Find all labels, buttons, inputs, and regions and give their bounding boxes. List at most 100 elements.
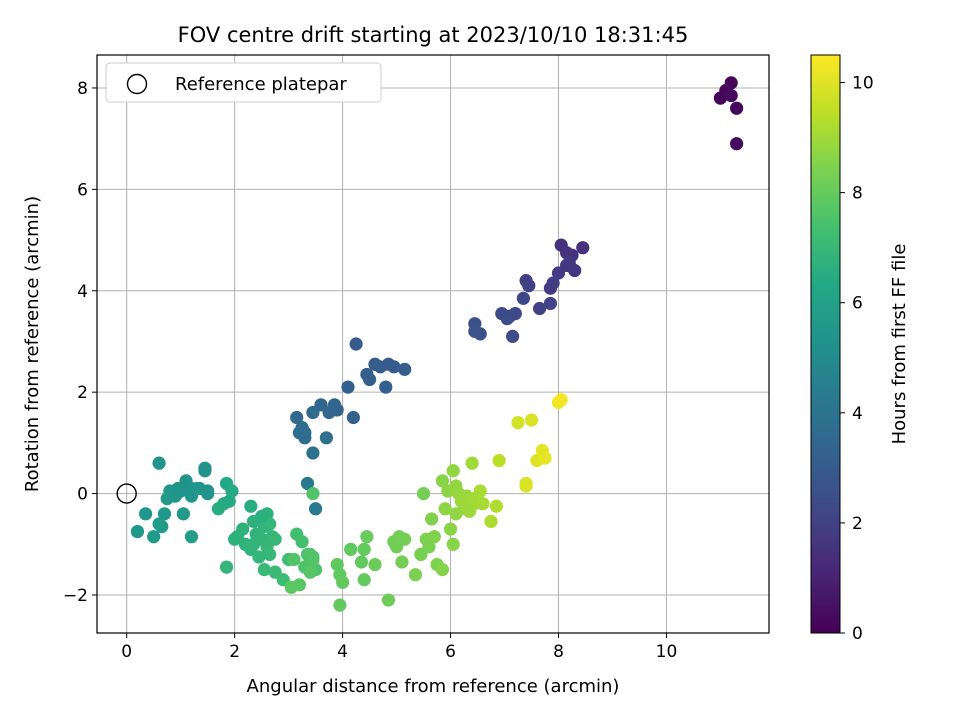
data-point <box>389 540 404 554</box>
data-point <box>236 522 250 536</box>
data-point <box>309 502 323 516</box>
colorbar-tick-label: 2 <box>852 514 863 534</box>
data-point <box>519 479 533 493</box>
colorbar-tick-label: 0 <box>852 624 863 644</box>
colorbar-tick-label: 8 <box>852 184 863 204</box>
data-point <box>130 524 145 539</box>
y-axis-label: Rotation from reference (arcmin) <box>22 196 43 492</box>
data-point <box>354 555 369 569</box>
data-point <box>730 137 744 151</box>
data-point <box>171 481 185 496</box>
chart-title: FOV centre drift starting at 2023/10/10 … <box>178 23 689 47</box>
data-point <box>184 530 199 544</box>
data-point <box>446 537 460 551</box>
data-point <box>252 550 266 564</box>
data-point <box>246 537 261 551</box>
data-point <box>201 484 215 498</box>
data-point <box>468 324 482 338</box>
data-point <box>330 557 344 572</box>
data-point <box>387 360 401 374</box>
data-point <box>443 522 458 536</box>
y-tick-label: −2 <box>63 586 88 606</box>
y-tick-label: 0 <box>77 485 88 505</box>
data-point <box>349 337 363 351</box>
reference-platepar-marker <box>116 483 137 504</box>
y-axis-ticks: −2 0 2 4 6 8 <box>63 79 97 606</box>
data-point <box>422 540 436 554</box>
data-point <box>176 507 190 521</box>
data-point <box>730 101 744 115</box>
x-tick-label: 2 <box>229 642 240 662</box>
data-point <box>724 76 738 90</box>
data-point <box>290 410 304 425</box>
y-tick-label: 8 <box>77 79 88 99</box>
data-point <box>335 575 350 589</box>
reference-marker-group <box>116 483 137 504</box>
colorbar-tick-label: 6 <box>852 294 863 314</box>
data-point <box>152 456 166 470</box>
y-tick-label: 2 <box>77 383 88 403</box>
data-point <box>446 464 460 478</box>
legend-marker-icon <box>126 73 148 95</box>
data-point <box>506 329 520 343</box>
data-point <box>484 514 498 529</box>
data-point <box>543 296 557 311</box>
y-tick-label: 4 <box>77 282 88 302</box>
data-point <box>138 507 153 521</box>
data-point <box>360 530 374 544</box>
data-point <box>222 494 236 508</box>
data-point <box>190 481 204 496</box>
data-point <box>219 560 234 574</box>
data-point <box>303 547 317 562</box>
data-point <box>381 593 396 607</box>
data-point <box>489 499 504 513</box>
data-point <box>395 555 409 569</box>
data-point <box>244 499 258 513</box>
legend-label: Reference platepar <box>175 74 347 95</box>
data-point <box>368 557 382 572</box>
data-point <box>255 509 269 523</box>
x-tick-label: 10 <box>656 642 678 662</box>
data-point <box>416 486 431 501</box>
data-point <box>330 403 344 417</box>
legend: Reference platepar <box>105 62 382 103</box>
data-point <box>298 426 312 440</box>
colorbar-tick-label: 10 <box>852 74 874 94</box>
data-point <box>533 301 547 316</box>
x-axis-label: Angular distance from reference (arcmin) <box>247 676 620 697</box>
data-point <box>263 547 277 562</box>
data-point <box>476 497 490 511</box>
data-point <box>257 563 271 577</box>
data-point <box>333 598 347 612</box>
data-point <box>225 484 239 498</box>
data-point <box>554 393 568 407</box>
data-point <box>449 507 463 521</box>
data-point <box>516 291 531 305</box>
data-point <box>157 507 172 521</box>
data-point <box>346 410 360 425</box>
colorbar-gradient <box>810 54 841 634</box>
data-point <box>524 413 539 427</box>
data-point <box>438 502 452 516</box>
data-point <box>562 256 576 270</box>
y-tick-label: 6 <box>77 180 88 200</box>
x-tick-label: 6 <box>445 642 456 662</box>
data-point <box>300 476 315 491</box>
data-point <box>287 552 301 567</box>
data-point <box>500 312 514 326</box>
data-point <box>492 454 506 468</box>
data-point <box>357 542 371 556</box>
data-point <box>398 362 412 376</box>
data-point <box>357 573 371 587</box>
data-point <box>427 530 441 544</box>
colorbar-ticks: 0 2 4 6 8 10 <box>840 74 874 644</box>
data-point <box>425 512 439 526</box>
data-point <box>362 372 377 387</box>
data-point <box>435 563 450 577</box>
data-point <box>543 281 557 295</box>
colorbar: 0 2 4 6 8 10 Hours from first FF file <box>810 54 910 644</box>
plot-frame <box>96 54 770 634</box>
legend-box <box>105 62 382 103</box>
data-point <box>198 464 212 478</box>
